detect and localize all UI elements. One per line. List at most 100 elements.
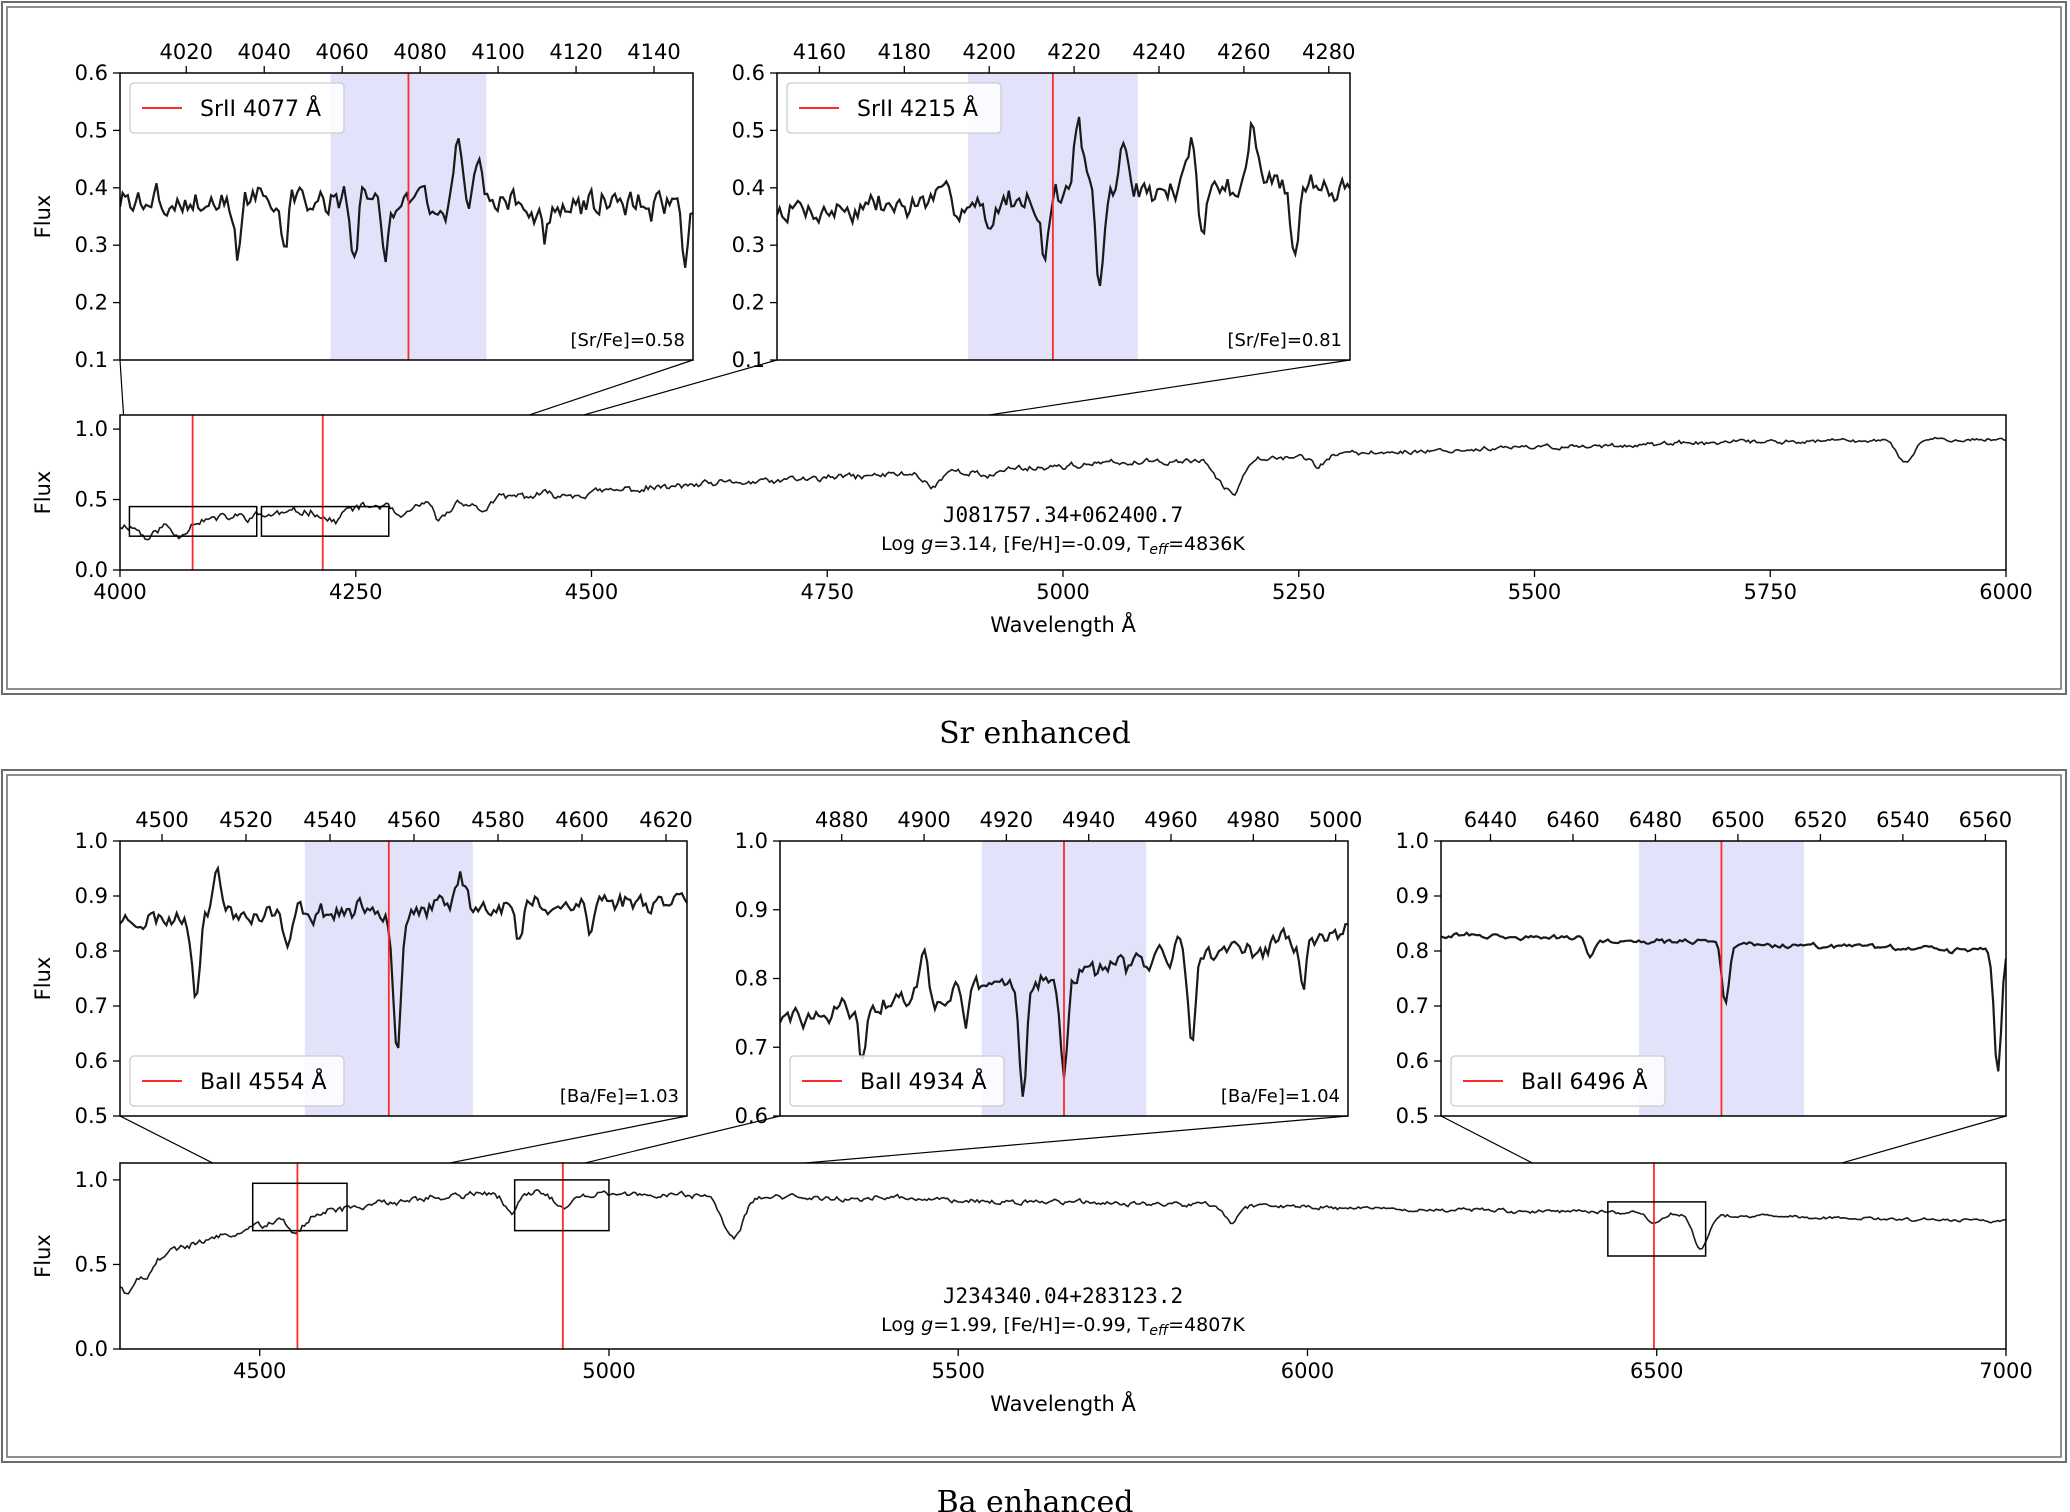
zoom-box bbox=[251, 1182, 348, 1232]
y-tick-label: 0.8 bbox=[1396, 939, 1429, 963]
x-tick-label: 4080 bbox=[393, 40, 446, 64]
x-axis-label: Wavelength Å bbox=[990, 1390, 1136, 1416]
x-tick-label: 4920 bbox=[980, 808, 1033, 832]
x-tick-label: 4040 bbox=[237, 40, 290, 64]
x-tick-label: 6560 bbox=[1959, 808, 2012, 832]
spectrum-line bbox=[1441, 931, 2006, 1072]
caption-sr: Sr enhanced bbox=[939, 716, 1131, 751]
x-tick-label: 4580 bbox=[471, 808, 524, 832]
x-tick-label: 4500 bbox=[135, 808, 188, 832]
y-tick-label: 0.3 bbox=[75, 233, 108, 257]
y-tick-label: 1.0 bbox=[75, 1168, 108, 1192]
x-tick-label: 6000 bbox=[1281, 1359, 1334, 1383]
x-tick-label: 4200 bbox=[962, 40, 1015, 64]
x-tick-label: 5500 bbox=[931, 1359, 984, 1383]
axes-frame bbox=[1440, 840, 2007, 1117]
stellar-params: Log g=1.99, [Fe/H]=-0.99, Teff=4807K bbox=[881, 1314, 1245, 1339]
y-tick-label: 0.6 bbox=[75, 61, 108, 85]
y-tick-label: 0.7 bbox=[735, 1035, 768, 1059]
zoom-box bbox=[1607, 1201, 1707, 1257]
abundance-label: [Ba/Fe]=1.03 bbox=[560, 1086, 679, 1107]
x-tick-label: 6480 bbox=[1629, 808, 1682, 832]
x-tick-label: 4100 bbox=[471, 40, 524, 64]
params-params_g: g bbox=[921, 533, 933, 555]
spectrum-line bbox=[120, 1188, 2006, 1295]
y-tick-label: 0.5 bbox=[75, 488, 108, 512]
legend: SrII 4077 Å bbox=[129, 82, 345, 134]
legend-label: SrII 4215 Å bbox=[857, 95, 978, 122]
y-axis-label: Flux bbox=[31, 1234, 55, 1278]
y-tick-label: 1.0 bbox=[75, 417, 108, 441]
params-params_mid: =3.14, [Fe/H]=-0.09, T bbox=[933, 533, 1150, 555]
axes-frame bbox=[119, 840, 688, 1117]
y-tick-label: 0.0 bbox=[75, 558, 108, 582]
y-tick-label: 0.2 bbox=[732, 291, 765, 315]
spectrum-line bbox=[120, 436, 2006, 541]
x-tick-label: 4520 bbox=[219, 808, 272, 832]
axes-frame bbox=[119, 1162, 2007, 1350]
y-tick-label: 0.9 bbox=[735, 898, 768, 922]
params-params_sub: eff bbox=[1149, 542, 1170, 558]
params-params_g: g bbox=[921, 1314, 933, 1336]
star-name: J081757.34+062400.7 bbox=[943, 503, 1183, 527]
axes-frame bbox=[119, 72, 694, 361]
x-tick-label: 5000 bbox=[1309, 808, 1362, 832]
x-tick-label: 4880 bbox=[815, 808, 868, 832]
plots: 4000 4250 4500 4750 5000 5250 5500 5750 6000 0.0 0… bbox=[31, 40, 2033, 1416]
x-tick-label: 6460 bbox=[1546, 808, 1599, 832]
y-tick-label: 0.6 bbox=[735, 1104, 768, 1128]
y-tick-label: 0.6 bbox=[75, 1049, 108, 1073]
chart-sr_main: 4000 4250 4500 4750 5000 5250 5500 5750 6000 0.0 0… bbox=[31, 414, 2033, 637]
params-params_suffix: =4807K bbox=[1168, 1314, 1245, 1336]
y-tick-label: 0.3 bbox=[732, 233, 765, 257]
legend: BaII 4934 Å bbox=[789, 1055, 1005, 1107]
star-name: J234340.04+283123.2 bbox=[943, 1284, 1183, 1308]
spectrum-line bbox=[120, 864, 687, 1049]
y-tick-label: 0.6 bbox=[1396, 1049, 1429, 1073]
y-tick-label: 0.2 bbox=[75, 291, 108, 315]
params-params_prefix: Log bbox=[881, 1314, 921, 1336]
legend-label: SrII 4077 Å bbox=[200, 95, 321, 122]
x-axis-label: Wavelength Å bbox=[990, 611, 1136, 637]
y-tick-label: 0.4 bbox=[75, 176, 108, 200]
y-tick-label: 0.8 bbox=[75, 939, 108, 963]
y-tick-label: 1.0 bbox=[1396, 829, 1429, 853]
ba-frame bbox=[1, 769, 2067, 1463]
y-tick-label: 1.0 bbox=[75, 829, 108, 853]
chart-ba_4934: 4880 4900 4920 4940 4960 4980 5000 0.6 0.7 0.8 0.9… bbox=[735, 808, 1363, 1128]
params-params_sub: eff bbox=[1149, 1323, 1170, 1339]
x-tick-label: 4160 bbox=[793, 40, 846, 64]
stellar-params: Log g=3.14, [Fe/H]=-0.09, Teff=4836K bbox=[881, 533, 1245, 558]
x-tick-label: 6500 bbox=[1630, 1359, 1683, 1383]
x-tick-label: 4220 bbox=[1047, 40, 1100, 64]
x-tick-label: 5750 bbox=[1744, 580, 1797, 604]
spectrum-line bbox=[120, 138, 693, 268]
legend-label: BaII 4554 Å bbox=[200, 1068, 327, 1095]
chart-ba_main: 4500 5000 5500 6000 6500 7000 0.0 0.5 1.0 Flux Wav… bbox=[31, 1162, 2033, 1416]
legend: BaII 4554 Å bbox=[129, 1055, 345, 1107]
x-tick-label: 4940 bbox=[1062, 808, 1115, 832]
params-params_mid: =1.99, [Fe/H]=-0.99, T bbox=[933, 1314, 1150, 1336]
x-tick-label: 4540 bbox=[303, 808, 356, 832]
legend-label: BaII 4934 Å bbox=[860, 1068, 987, 1095]
y-tick-label: 0.1 bbox=[732, 348, 765, 372]
x-tick-label: 6440 bbox=[1464, 808, 1517, 832]
x-tick-label: 4250 bbox=[329, 580, 382, 604]
y-tick-label: 1.0 bbox=[735, 829, 768, 853]
y-tick-label: 0.5 bbox=[75, 1252, 108, 1276]
y-tick-label: 0.0 bbox=[75, 1337, 108, 1361]
x-tick-label: 4900 bbox=[897, 808, 950, 832]
legend-label: BaII 6496 Å bbox=[1521, 1068, 1648, 1095]
x-tick-label: 6500 bbox=[1711, 808, 1764, 832]
y-tick-label: 0.7 bbox=[1396, 994, 1429, 1018]
x-tick-label: 4280 bbox=[1302, 40, 1355, 64]
x-tick-label: 4240 bbox=[1132, 40, 1185, 64]
x-tick-label: 4060 bbox=[315, 40, 368, 64]
x-tick-label: 4600 bbox=[555, 808, 608, 832]
x-tick-label: 6000 bbox=[1979, 580, 2032, 604]
y-tick-label: 0.9 bbox=[75, 884, 108, 908]
y-tick-label: 0.8 bbox=[735, 967, 768, 991]
x-tick-label: 4500 bbox=[565, 580, 618, 604]
x-tick-label: 4750 bbox=[801, 580, 854, 604]
